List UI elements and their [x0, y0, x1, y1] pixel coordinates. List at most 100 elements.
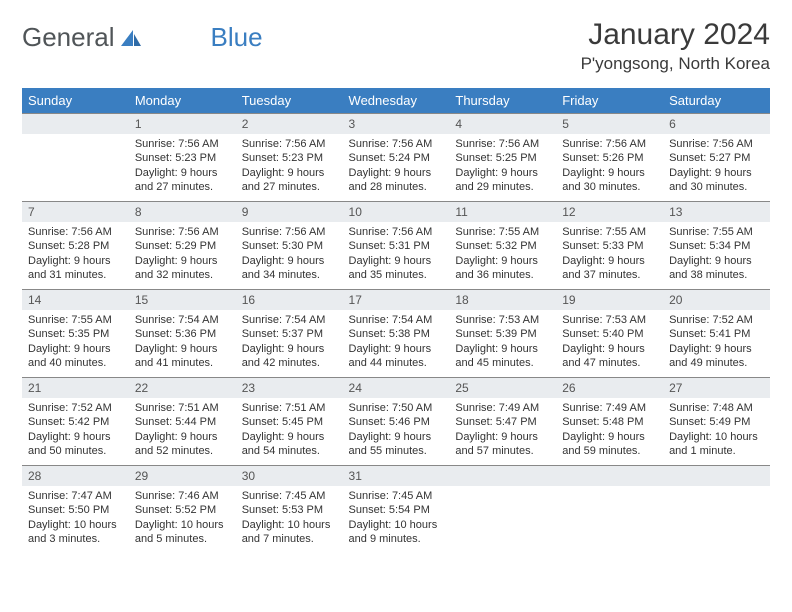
- calendar-day-cell: 20Sunrise: 7:52 AMSunset: 5:41 PMDayligh…: [663, 289, 770, 377]
- calendar-day-cell: 28Sunrise: 7:47 AMSunset: 5:50 PMDayligh…: [22, 465, 129, 553]
- daylight-text: Daylight: 9 hours and 52 minutes.: [135, 430, 230, 459]
- daylight-text: Daylight: 9 hours and 37 minutes.: [562, 254, 657, 283]
- day-number: 24: [343, 377, 450, 398]
- sunrise-text: Sunrise: 7:56 AM: [28, 225, 123, 239]
- day-number-empty: [22, 113, 129, 134]
- calendar-day-cell: 29Sunrise: 7:46 AMSunset: 5:52 PMDayligh…: [129, 465, 236, 553]
- calendar-day-cell: 10Sunrise: 7:56 AMSunset: 5:31 PMDayligh…: [343, 201, 450, 289]
- calendar-day-cell: 6Sunrise: 7:56 AMSunset: 5:27 PMDaylight…: [663, 113, 770, 201]
- calendar-day-cell: 17Sunrise: 7:54 AMSunset: 5:38 PMDayligh…: [343, 289, 450, 377]
- calendar-day-cell: 30Sunrise: 7:45 AMSunset: 5:53 PMDayligh…: [236, 465, 343, 553]
- calendar-day-cell: [449, 465, 556, 553]
- day-details: Sunrise: 7:56 AMSunset: 5:31 PMDaylight:…: [343, 222, 450, 288]
- day-number: 13: [663, 201, 770, 222]
- calendar-week-row: 28Sunrise: 7:47 AMSunset: 5:50 PMDayligh…: [22, 465, 770, 553]
- calendar-day-cell: 31Sunrise: 7:45 AMSunset: 5:54 PMDayligh…: [343, 465, 450, 553]
- sunrise-text: Sunrise: 7:56 AM: [349, 225, 444, 239]
- sunrise-text: Sunrise: 7:53 AM: [455, 313, 550, 327]
- daylight-text: Daylight: 9 hours and 55 minutes.: [349, 430, 444, 459]
- weekday-header: Monday: [129, 88, 236, 113]
- day-details: Sunrise: 7:50 AMSunset: 5:46 PMDaylight:…: [343, 398, 450, 464]
- day-number: 18: [449, 289, 556, 310]
- calendar-week-row: 7Sunrise: 7:56 AMSunset: 5:28 PMDaylight…: [22, 201, 770, 289]
- daylight-text: Daylight: 9 hours and 50 minutes.: [28, 430, 123, 459]
- day-number: 12: [556, 201, 663, 222]
- sunset-text: Sunset: 5:28 PM: [28, 239, 123, 253]
- calendar-day-cell: [22, 113, 129, 201]
- sunrise-text: Sunrise: 7:56 AM: [562, 137, 657, 151]
- day-number-empty: [663, 465, 770, 486]
- day-details: Sunrise: 7:56 AMSunset: 5:27 PMDaylight:…: [663, 134, 770, 200]
- calendar-day-cell: 26Sunrise: 7:49 AMSunset: 5:48 PMDayligh…: [556, 377, 663, 465]
- calendar-day-cell: 8Sunrise: 7:56 AMSunset: 5:29 PMDaylight…: [129, 201, 236, 289]
- day-number: 29: [129, 465, 236, 486]
- day-details: Sunrise: 7:55 AMSunset: 5:33 PMDaylight:…: [556, 222, 663, 288]
- sunrise-text: Sunrise: 7:55 AM: [669, 225, 764, 239]
- day-details: Sunrise: 7:56 AMSunset: 5:25 PMDaylight:…: [449, 134, 556, 200]
- location-label: P'yongsong, North Korea: [581, 54, 770, 74]
- sunset-text: Sunset: 5:53 PM: [242, 503, 337, 517]
- sunset-text: Sunset: 5:32 PM: [455, 239, 550, 253]
- day-details: Sunrise: 7:54 AMSunset: 5:38 PMDaylight:…: [343, 310, 450, 376]
- calendar-day-cell: 9Sunrise: 7:56 AMSunset: 5:30 PMDaylight…: [236, 201, 343, 289]
- day-details: Sunrise: 7:55 AMSunset: 5:34 PMDaylight:…: [663, 222, 770, 288]
- calendar-day-cell: 21Sunrise: 7:52 AMSunset: 5:42 PMDayligh…: [22, 377, 129, 465]
- calendar-day-cell: 1Sunrise: 7:56 AMSunset: 5:23 PMDaylight…: [129, 113, 236, 201]
- day-number: 5: [556, 113, 663, 134]
- day-number: 16: [236, 289, 343, 310]
- day-details: Sunrise: 7:52 AMSunset: 5:41 PMDaylight:…: [663, 310, 770, 376]
- day-number: 15: [129, 289, 236, 310]
- sunrise-text: Sunrise: 7:51 AM: [135, 401, 230, 415]
- calendar-day-cell: 14Sunrise: 7:55 AMSunset: 5:35 PMDayligh…: [22, 289, 129, 377]
- daylight-text: Daylight: 9 hours and 47 minutes.: [562, 342, 657, 371]
- sunset-text: Sunset: 5:29 PM: [135, 239, 230, 253]
- calendar-day-cell: 5Sunrise: 7:56 AMSunset: 5:26 PMDaylight…: [556, 113, 663, 201]
- day-number: 31: [343, 465, 450, 486]
- weekday-header: Tuesday: [236, 88, 343, 113]
- day-details: Sunrise: 7:54 AMSunset: 5:36 PMDaylight:…: [129, 310, 236, 376]
- calendar-table: SundayMondayTuesdayWednesdayThursdayFrid…: [22, 88, 770, 553]
- daylight-text: Daylight: 9 hours and 27 minutes.: [242, 166, 337, 195]
- calendar-day-cell: 12Sunrise: 7:55 AMSunset: 5:33 PMDayligh…: [556, 201, 663, 289]
- calendar-body: 1Sunrise: 7:56 AMSunset: 5:23 PMDaylight…: [22, 113, 770, 553]
- day-number: 23: [236, 377, 343, 398]
- sunrise-text: Sunrise: 7:56 AM: [349, 137, 444, 151]
- day-details: Sunrise: 7:55 AMSunset: 5:32 PMDaylight:…: [449, 222, 556, 288]
- calendar-day-cell: 16Sunrise: 7:54 AMSunset: 5:37 PMDayligh…: [236, 289, 343, 377]
- sunrise-text: Sunrise: 7:49 AM: [455, 401, 550, 415]
- day-number: 6: [663, 113, 770, 134]
- day-number: 11: [449, 201, 556, 222]
- sunset-text: Sunset: 5:37 PM: [242, 327, 337, 341]
- sunrise-text: Sunrise: 7:56 AM: [242, 225, 337, 239]
- day-number-empty: [556, 465, 663, 486]
- sunrise-text: Sunrise: 7:53 AM: [562, 313, 657, 327]
- day-details: Sunrise: 7:51 AMSunset: 5:44 PMDaylight:…: [129, 398, 236, 464]
- sunset-text: Sunset: 5:34 PM: [669, 239, 764, 253]
- sunrise-text: Sunrise: 7:54 AM: [349, 313, 444, 327]
- day-details: Sunrise: 7:56 AMSunset: 5:23 PMDaylight:…: [129, 134, 236, 200]
- sunrise-text: Sunrise: 7:56 AM: [135, 225, 230, 239]
- day-details: Sunrise: 7:56 AMSunset: 5:29 PMDaylight:…: [129, 222, 236, 288]
- day-number: 14: [22, 289, 129, 310]
- sunrise-text: Sunrise: 7:56 AM: [135, 137, 230, 151]
- day-number: 2: [236, 113, 343, 134]
- sunset-text: Sunset: 5:38 PM: [349, 327, 444, 341]
- day-details: Sunrise: 7:56 AMSunset: 5:28 PMDaylight:…: [22, 222, 129, 288]
- daylight-text: Daylight: 10 hours and 9 minutes.: [349, 518, 444, 547]
- calendar-day-cell: 7Sunrise: 7:56 AMSunset: 5:28 PMDaylight…: [22, 201, 129, 289]
- weekday-header: Thursday: [449, 88, 556, 113]
- calendar-head: SundayMondayTuesdayWednesdayThursdayFrid…: [22, 88, 770, 113]
- daylight-text: Daylight: 9 hours and 38 minutes.: [669, 254, 764, 283]
- sunrise-text: Sunrise: 7:54 AM: [135, 313, 230, 327]
- brand-part1: General: [22, 22, 115, 53]
- day-details: Sunrise: 7:51 AMSunset: 5:45 PMDaylight:…: [236, 398, 343, 464]
- day-number: 4: [449, 113, 556, 134]
- daylight-text: Daylight: 9 hours and 30 minutes.: [669, 166, 764, 195]
- daylight-text: Daylight: 10 hours and 5 minutes.: [135, 518, 230, 547]
- sunset-text: Sunset: 5:25 PM: [455, 151, 550, 165]
- daylight-text: Daylight: 9 hours and 44 minutes.: [349, 342, 444, 371]
- calendar-day-cell: 13Sunrise: 7:55 AMSunset: 5:34 PMDayligh…: [663, 201, 770, 289]
- calendar-day-cell: [556, 465, 663, 553]
- daylight-text: Daylight: 9 hours and 34 minutes.: [242, 254, 337, 283]
- daylight-text: Daylight: 10 hours and 3 minutes.: [28, 518, 123, 547]
